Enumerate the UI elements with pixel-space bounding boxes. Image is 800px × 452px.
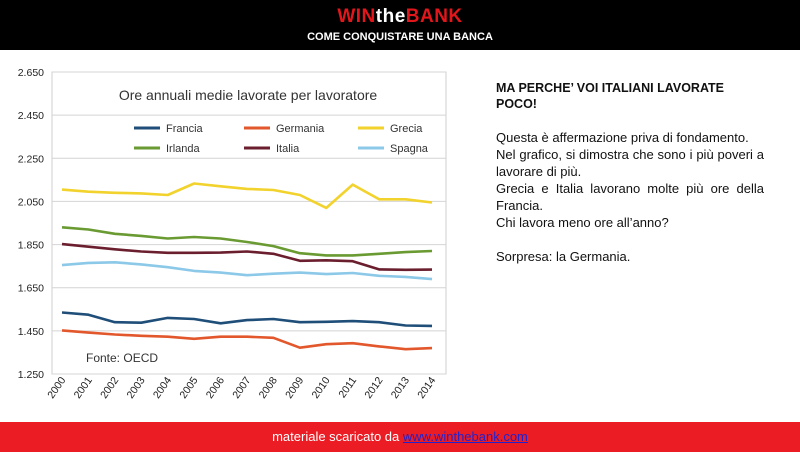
- x-tick-label: 2006: [204, 375, 227, 401]
- legend-label: Germania: [276, 123, 325, 135]
- x-tick-label: 2008: [257, 375, 280, 401]
- legend: Francia Germania Grecia Irlanda Italia Spagna: [134, 123, 429, 155]
- header-subtitle: COME CONQUISTARE UNA BANCA: [307, 31, 493, 43]
- series-line: [61, 261, 433, 281]
- brand-logo: WINtheBANK: [0, 6, 800, 28]
- gridlines: [52, 71, 446, 375]
- series-line: [61, 182, 433, 210]
- source-note: Fonte: OECD: [86, 351, 158, 365]
- y-tick-label: 2.450: [18, 110, 44, 122]
- y-tick-label: 2.050: [18, 196, 44, 208]
- commentary-heading: MA PERCHE’ VOI ITALIANI LAVORATE POCO!: [496, 81, 725, 111]
- legend-label: Grecia: [390, 123, 423, 135]
- y-tick-label: 2.250: [18, 153, 44, 165]
- x-tick-label: 2000: [45, 375, 68, 401]
- series-line: [61, 329, 433, 351]
- brand-win: WIN: [337, 6, 376, 27]
- commentary-question: Chi lavora meno ore all’anno?: [496, 215, 669, 230]
- commentary-paragraph-2: Nel grafico, si dimostra che sono i più …: [496, 147, 764, 179]
- commentary-panel: MA PERCHE’ VOI ITALIANI LAVORATE POCO! Q…: [496, 80, 764, 265]
- legend-label: Irlanda: [166, 143, 201, 155]
- footer-bar: materiale scaricato da www.winthebank.co…: [0, 422, 800, 452]
- y-tick-label: 2.650: [18, 67, 44, 79]
- x-tick-label: 2012: [362, 375, 385, 401]
- x-tick-label: 2011: [336, 375, 359, 401]
- x-tick-label: 2001: [72, 375, 95, 401]
- series-line: [61, 242, 433, 272]
- legend-label: Francia: [166, 123, 204, 135]
- footer-text: materiale scaricato da: [272, 429, 400, 444]
- x-tick-label: 2013: [389, 375, 412, 401]
- series-line: [61, 226, 433, 257]
- y-tick-label: 1.450: [18, 326, 44, 338]
- plot-area: [51, 71, 447, 375]
- commentary-paragraph-1: Questa è affermazione priva di fondament…: [496, 130, 749, 145]
- spacer: [496, 231, 764, 248]
- footer-link[interactable]: www.winthebank.com: [402, 429, 528, 444]
- commentary-paragraph-3: Grecia e Italia lavorano molte più ore d…: [496, 181, 764, 213]
- x-tick-labels: 2000 2001 2002 2003 2004 2005 2006 2007 2008 2009…: [45, 375, 438, 401]
- y-tick-label: 1.250: [18, 369, 44, 381]
- brand-bank: BANK: [405, 6, 463, 27]
- y-tick-label: 1.650: [18, 283, 44, 295]
- legend-label: Spagna: [390, 143, 429, 155]
- legend-label: Italia: [276, 143, 300, 155]
- x-tick-label: 2005: [177, 375, 200, 401]
- brand-the: the: [375, 6, 406, 27]
- y-tick-labels: 2.650 2.450 2.250 2.050 1.850 1.650 1.450 1.250: [18, 67, 44, 381]
- y-tick-label: 1.850: [18, 240, 44, 252]
- x-tick-label: 2003: [125, 375, 148, 401]
- x-tick-label: 2009: [283, 375, 306, 401]
- x-tick-label: 2007: [230, 375, 253, 401]
- x-tick-label: 2004: [151, 375, 174, 401]
- series-line: [61, 311, 433, 328]
- header-bar: WINtheBANK COME CONQUISTARE UNA BANCA: [0, 0, 800, 50]
- x-tick-label: 2014: [415, 375, 438, 401]
- x-tick-label: 2002: [98, 375, 121, 401]
- chart-title: Ore annuali medie lavorate per lavorator…: [119, 87, 378, 103]
- hours-worked-chart: 2.650 2.450 2.250 2.050 1.850 1.650 1.450 1.250…: [18, 67, 447, 401]
- series-lines: [61, 182, 433, 351]
- commentary-answer: Sorpresa: la Germania.: [496, 249, 631, 264]
- x-tick-label: 2010: [310, 375, 333, 401]
